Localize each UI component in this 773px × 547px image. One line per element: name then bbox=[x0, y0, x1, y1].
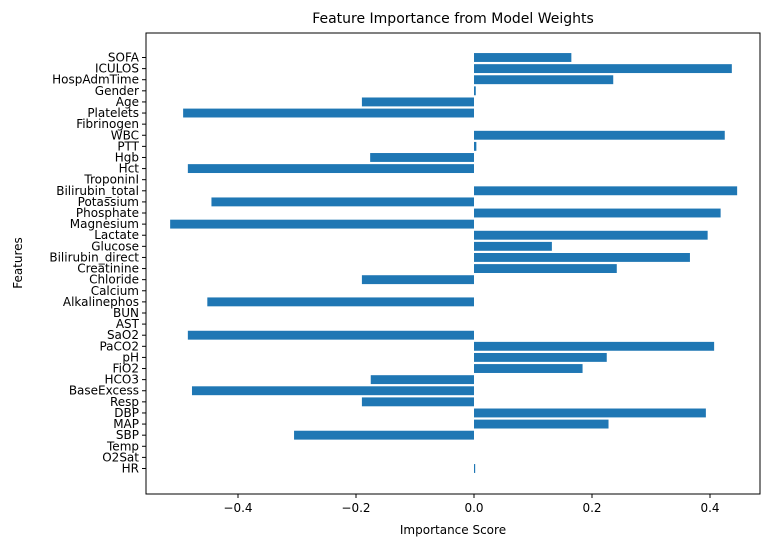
bar-resp bbox=[361, 397, 474, 407]
bar-sofa bbox=[474, 53, 572, 62]
y-tick-label: Bilirubin_direct bbox=[49, 250, 139, 264]
y-tick-label: AST bbox=[116, 317, 140, 331]
x-tick-label: −0.4 bbox=[223, 501, 252, 515]
bar-potassium bbox=[211, 197, 474, 207]
bar-hr bbox=[474, 464, 476, 473]
bar-platelets bbox=[183, 108, 474, 118]
y-tick-label: HR bbox=[122, 462, 139, 476]
y-tick-label: SOFA bbox=[108, 51, 140, 65]
y-tick-label: SaO2 bbox=[107, 328, 139, 342]
y-tick-label: PTT bbox=[117, 139, 139, 153]
y-tick-label: BaseExcess bbox=[69, 384, 139, 398]
bar-wbc bbox=[474, 130, 725, 140]
y-tick-label: FiO2 bbox=[113, 362, 139, 376]
bar-alkalinephos bbox=[207, 297, 474, 307]
y-tick-label: Platelets bbox=[87, 106, 139, 120]
y-tick-label: Gender bbox=[95, 84, 139, 98]
y-tick-label: Hgb bbox=[115, 150, 139, 164]
y-tick-label: Glucose bbox=[91, 239, 139, 253]
y-tick-label: PaCO2 bbox=[99, 339, 139, 353]
bar-ph bbox=[474, 352, 607, 362]
bar-dbp bbox=[474, 408, 706, 418]
bar-hco3 bbox=[370, 375, 474, 385]
y-tick-label: Bilirubin_total bbox=[56, 184, 139, 198]
x-axis-label: Importance Score bbox=[400, 523, 506, 537]
x-tick-label: 0.4 bbox=[700, 501, 719, 515]
bar-glucose bbox=[474, 241, 552, 251]
plot-frame bbox=[145, 32, 761, 495]
x-tick-label: 0.0 bbox=[464, 501, 483, 515]
bar-creatinine bbox=[474, 264, 617, 273]
y-tick-label: Fibrinogen bbox=[76, 117, 139, 131]
bar-bilirubin-direct bbox=[474, 253, 690, 262]
y-tick-label: Potassium bbox=[78, 195, 139, 209]
bar-baseexcess bbox=[191, 386, 475, 396]
y-tick-label: Temp bbox=[106, 439, 139, 453]
bar-lactate bbox=[474, 230, 708, 240]
y-tick-label: Lactate bbox=[94, 228, 139, 242]
y-tick-label: HospAdmTime bbox=[52, 73, 139, 87]
bar-magnesium bbox=[170, 219, 474, 229]
y-axis: HRO2SatTempSBPMAPDBPRespBaseExcessHCO3Fi… bbox=[49, 51, 146, 476]
bar-hct bbox=[187, 164, 474, 174]
x-tick-label: −0.2 bbox=[341, 501, 370, 515]
y-tick-label: Hct bbox=[119, 162, 140, 176]
y-tick-label: pH bbox=[122, 350, 139, 364]
bar-fio2 bbox=[474, 364, 583, 373]
bar-chloride bbox=[361, 275, 474, 285]
y-tick-label: ICULOS bbox=[95, 62, 139, 76]
x-tick-label: 0.2 bbox=[582, 501, 601, 515]
y-tick-label: Phosphate bbox=[76, 206, 139, 220]
y-tick-label: HCO3 bbox=[105, 373, 139, 387]
bar-phosphate bbox=[474, 208, 721, 218]
bar-paco2 bbox=[474, 341, 715, 351]
chart-title: Feature Importance from Model Weights bbox=[312, 11, 594, 27]
bar-sbp bbox=[294, 430, 474, 440]
bar-hgb bbox=[370, 153, 474, 162]
y-tick-label: TroponinI bbox=[83, 173, 139, 187]
y-axis-label: Features bbox=[11, 237, 25, 289]
bar-map bbox=[474, 419, 609, 429]
bar-hospadmtime bbox=[474, 75, 614, 85]
y-tick-label: SBP bbox=[116, 428, 139, 442]
y-tick-label: BUN bbox=[113, 306, 139, 320]
bar-bilirubin-total bbox=[474, 186, 738, 196]
y-tick-label: Magnesium bbox=[70, 217, 139, 231]
y-tick-label: Calcium bbox=[91, 284, 139, 298]
y-tick-label: MAP bbox=[113, 417, 139, 431]
y-tick-label: O2Sat bbox=[102, 450, 139, 464]
bars-layer bbox=[170, 53, 738, 473]
y-tick-label: WBC bbox=[111, 128, 139, 142]
bar-age bbox=[361, 97, 474, 107]
bar-ptt bbox=[474, 141, 477, 151]
x-axis: −0.4 −0.2 0.0 0.2 0.4 bbox=[223, 494, 720, 515]
y-tick-label: Alkalinephos bbox=[63, 295, 139, 309]
y-tick-label: Chloride bbox=[89, 273, 139, 287]
bar-gender bbox=[474, 86, 476, 96]
y-tick-label: DBP bbox=[114, 406, 139, 420]
y-tick-label: Creatinine bbox=[77, 262, 139, 276]
bar-iculos bbox=[474, 64, 732, 74]
bar-sao2 bbox=[187, 330, 474, 340]
y-tick-label: Resp bbox=[110, 395, 139, 409]
y-tick-label: Age bbox=[116, 95, 139, 109]
